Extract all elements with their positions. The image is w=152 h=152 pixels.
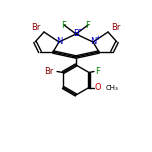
Text: N: N [56, 38, 62, 47]
Text: CH₃: CH₃ [106, 85, 119, 90]
Text: +: + [95, 36, 101, 41]
Text: N: N [90, 38, 96, 47]
Text: O: O [95, 83, 101, 92]
Text: Br: Br [31, 22, 41, 31]
Text: F: F [96, 67, 100, 76]
Text: Br: Br [111, 22, 121, 31]
Text: Br: Br [44, 67, 54, 76]
Text: F: F [86, 21, 90, 29]
Text: −: − [77, 28, 83, 33]
Text: F: F [62, 21, 66, 29]
Text: B: B [73, 29, 79, 38]
